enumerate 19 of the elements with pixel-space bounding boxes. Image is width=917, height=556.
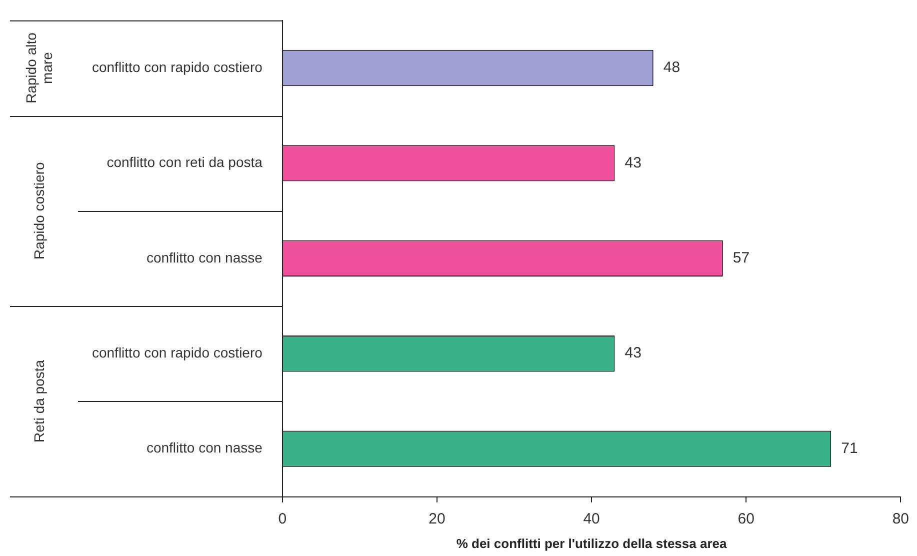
text: Rapido alto mare: [22, 32, 55, 104]
data-label: 48: [663, 59, 680, 76]
x-tick-label: 60: [738, 510, 754, 528]
x-tick-label: 0: [278, 510, 287, 528]
data-label: 43: [624, 154, 642, 172]
x-tick-label: 20: [428, 510, 446, 528]
y-tick-label: conflitto con rapido costiero: [92, 344, 263, 360]
data-label: 43: [624, 344, 642, 362]
data-label: 71: [841, 440, 858, 457]
y-tick-label: conflitto con nasse: [146, 249, 263, 266]
y-tick-label: conflitto con rapido costiero: [92, 58, 263, 75]
y-tick-label: conflitto con nasse: [146, 440, 263, 456]
x-tick-label: 80: [892, 510, 909, 528]
text: Reti da posta: [30, 360, 47, 442]
text: Rapido costiero: [30, 162, 47, 260]
data-label: 57: [732, 250, 750, 267]
x-tick-label: 40: [583, 510, 600, 528]
y-tick-label: conflitto con reti da posta: [106, 154, 263, 170]
x-axis-title: % dei conflitti per l'utilizzo della stessa area: [456, 536, 728, 551]
